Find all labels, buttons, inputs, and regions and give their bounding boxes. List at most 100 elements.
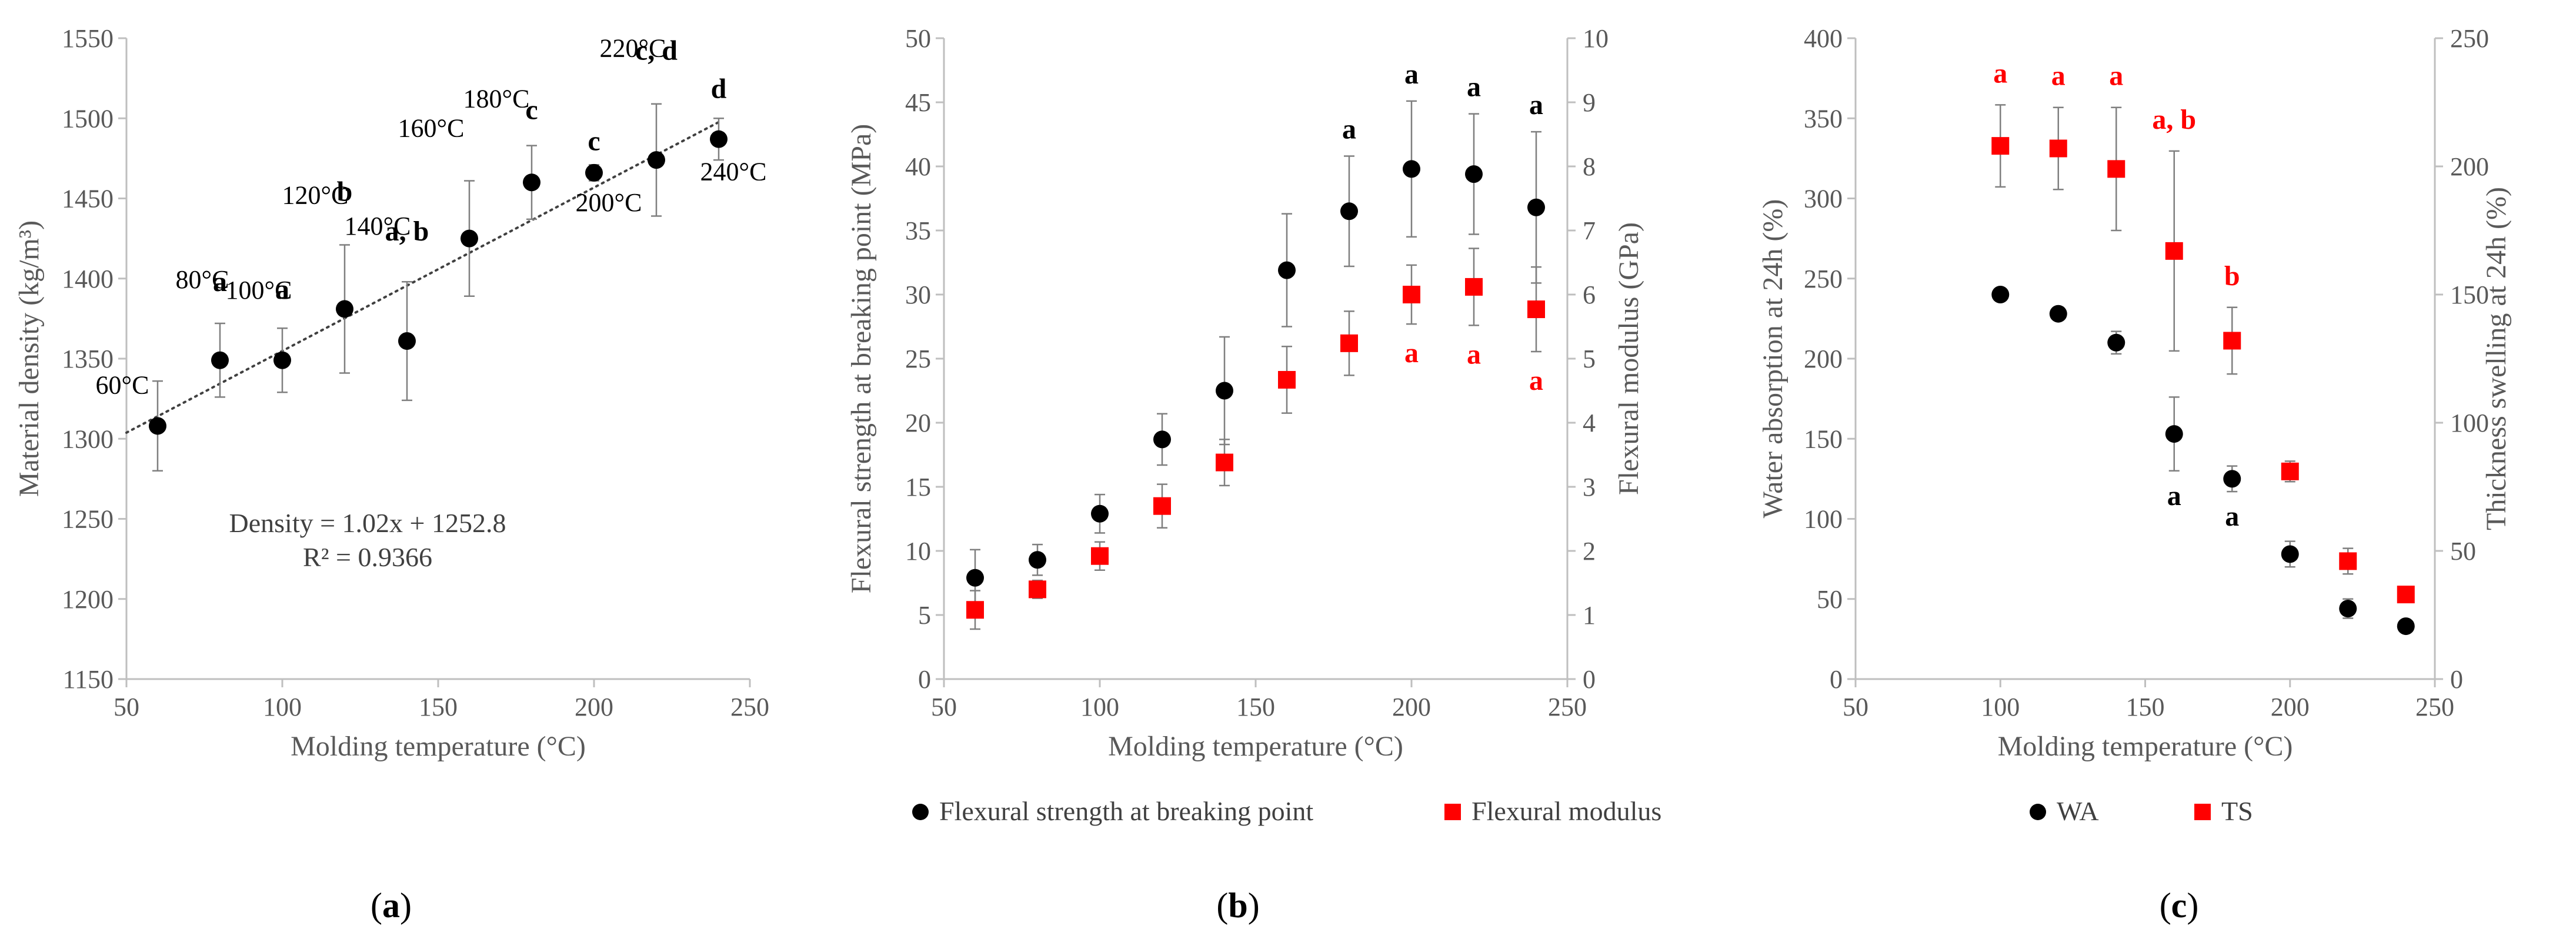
chart-panel-c: 50 100 150 200 25005010015020025030035040005… bbox=[1757, 24, 2512, 925]
legend-marker bbox=[2030, 804, 2046, 820]
data-point bbox=[2339, 600, 2357, 618]
y-tick-label: 1250 bbox=[62, 505, 114, 534]
x-tick-label: 200 bbox=[575, 693, 613, 721]
data-point bbox=[1991, 286, 2010, 303]
significance-letter: c, d bbox=[635, 35, 678, 66]
y2-tick-label: 4 bbox=[1583, 409, 1596, 437]
point-label: 120°C bbox=[282, 181, 349, 210]
data-point bbox=[2339, 552, 2357, 570]
y-tick-label: 20 bbox=[905, 409, 931, 437]
x-axis-label: Molding temperature (°C) bbox=[291, 731, 586, 762]
significance-letter: a bbox=[1404, 337, 1419, 369]
data-point bbox=[336, 300, 353, 318]
y2-tick-label: 150 bbox=[2450, 280, 2489, 309]
significance-letter: a bbox=[275, 274, 289, 305]
y-tick-label: 400 bbox=[1804, 24, 1843, 53]
y-axis-label: Water absorption at 24h (%) bbox=[1757, 199, 1788, 519]
equation-annotation: R² = 0.9366 bbox=[303, 542, 432, 572]
y2-tick-label: 250 bbox=[2450, 24, 2489, 53]
data-point bbox=[2397, 586, 2415, 604]
data-point bbox=[1465, 278, 1483, 296]
data-point bbox=[149, 417, 166, 435]
legend-marker bbox=[912, 804, 929, 820]
point-label: 160°C bbox=[398, 114, 465, 143]
significance-letter: a bbox=[1467, 339, 1481, 370]
y-tick-label: 100 bbox=[1804, 505, 1843, 534]
x-tick-label: 250 bbox=[1548, 693, 1587, 721]
significance-letter: c bbox=[525, 95, 538, 126]
significance-letter: b bbox=[2224, 260, 2240, 292]
x-tick-label: 50 bbox=[114, 693, 139, 721]
y2-tick-label: 9 bbox=[1583, 88, 1596, 117]
y-tick-label: 15 bbox=[905, 473, 931, 502]
x-tick-label: 150 bbox=[419, 693, 458, 721]
data-point bbox=[2397, 617, 2415, 636]
data-point bbox=[1216, 382, 1233, 400]
y-tick-label: 25 bbox=[905, 345, 931, 373]
y-tick-label: 250 bbox=[1804, 265, 1843, 293]
data-point bbox=[966, 569, 984, 587]
data-point bbox=[2165, 242, 2183, 260]
y-tick-label: 350 bbox=[1804, 104, 1843, 133]
data-point bbox=[2281, 462, 2299, 480]
y-tick-label: 35 bbox=[905, 216, 931, 245]
x-tick-label: 50 bbox=[1843, 693, 1868, 721]
chart-panel-a: 50 100 150 200 250 1150 1200 1250 1300 1350 1400 14… bbox=[14, 24, 769, 925]
point-label: 180°C bbox=[463, 85, 530, 113]
data-point bbox=[1216, 453, 1233, 472]
significance-letter: a bbox=[1467, 72, 1481, 103]
legend-entry: Flexural modulus bbox=[1471, 796, 1661, 826]
legend-marker bbox=[2194, 804, 2211, 820]
point-label: 140°C bbox=[345, 212, 411, 240]
y-tick-label: 1150 bbox=[63, 665, 114, 694]
y-tick-label: 0 bbox=[1830, 665, 1843, 694]
y2-tick-label: 3 bbox=[1583, 473, 1596, 502]
y-tick-label: 10 bbox=[905, 537, 931, 566]
data-point bbox=[1527, 300, 1545, 319]
data-point bbox=[1991, 137, 2010, 155]
data-point bbox=[1278, 370, 1296, 389]
data-point bbox=[648, 151, 665, 169]
series-flexural-strength-at-breaking-point: a a a a bbox=[966, 59, 1545, 607]
data-point bbox=[710, 130, 728, 148]
x-tick-label: 100 bbox=[1080, 693, 1119, 721]
data-point bbox=[2049, 305, 2067, 323]
significance-letter: c bbox=[588, 125, 600, 156]
significance-letter: a bbox=[1404, 59, 1419, 90]
y2-tick-label: 1 bbox=[1583, 601, 1596, 630]
data-point bbox=[273, 351, 291, 369]
y2-tick-label: 7 bbox=[1583, 216, 1596, 245]
series-flexural-modulus: a aa bbox=[966, 248, 1545, 630]
data-point bbox=[1029, 580, 1046, 599]
y2-tick-label: 6 bbox=[1583, 280, 1596, 309]
legend: WA TS bbox=[2030, 796, 2253, 826]
y2-tick-label: 10 bbox=[1583, 24, 1609, 53]
data-point bbox=[1153, 430, 1171, 449]
y-tick-label: 1550 bbox=[62, 24, 114, 53]
y-tick-label: 30 bbox=[905, 280, 931, 309]
y2-axis-label: Flexural modulus (GPa) bbox=[1613, 222, 1644, 495]
data-point bbox=[461, 229, 478, 248]
significance-letter: a bbox=[2225, 501, 2239, 532]
y-tick-label: 1200 bbox=[62, 585, 114, 614]
x-tick-label: 200 bbox=[1392, 693, 1431, 721]
y2-tick-label: 0 bbox=[1583, 665, 1596, 694]
y2-tick-label: 200 bbox=[2450, 152, 2489, 181]
y2-tick-label: 5 bbox=[1583, 345, 1596, 373]
y-tick-label: 40 bbox=[905, 152, 931, 181]
significance-letter: a bbox=[2167, 480, 2181, 512]
data-point bbox=[1340, 202, 1358, 220]
x-tick-label: 250 bbox=[2415, 693, 2454, 721]
data-point bbox=[2223, 470, 2241, 488]
data-point bbox=[1091, 547, 1109, 565]
y-tick-label: 300 bbox=[1804, 185, 1843, 213]
legend-marker bbox=[1444, 804, 1461, 820]
data-point bbox=[1403, 160, 1420, 178]
x-tick-label: 150 bbox=[1236, 693, 1275, 721]
y-axis-label: Flexural strength at breaking point (MPa… bbox=[846, 124, 877, 594]
y2-tick-label: 100 bbox=[2450, 409, 2489, 437]
equation-annotation: Density = 1.02x + 1252.8 bbox=[229, 508, 506, 538]
x-axis-label: Molding temperature (°C) bbox=[1998, 731, 2293, 762]
